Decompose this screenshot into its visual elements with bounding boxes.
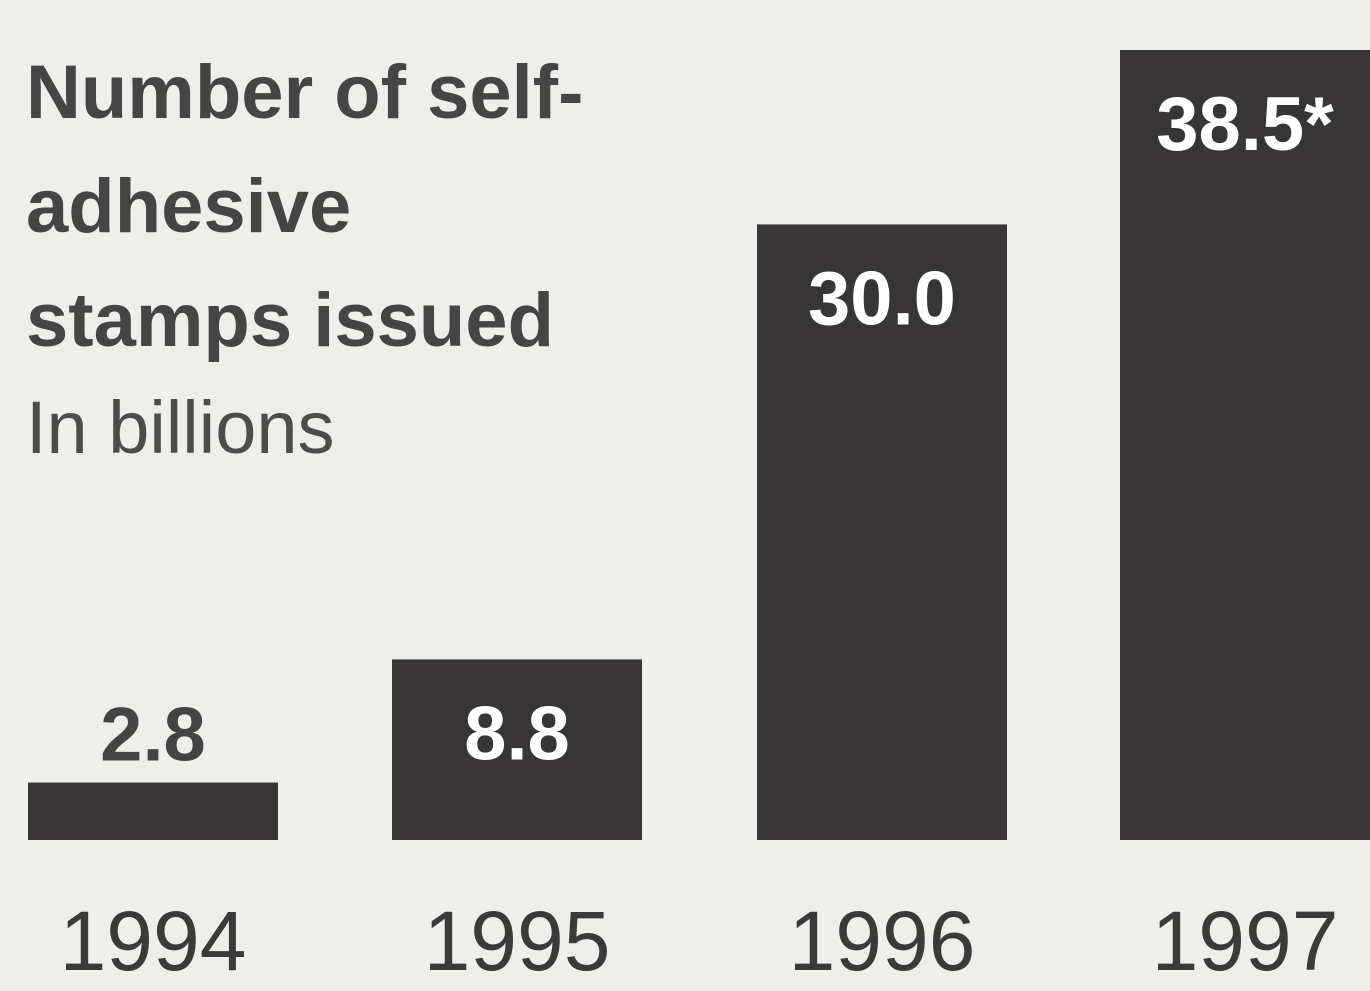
data-label-1994: 2.8: [100, 693, 206, 778]
bar-1996: [757, 224, 1007, 840]
chart-title-line: Number of self-: [26, 50, 584, 135]
x-tick-label-1997: 1997: [1152, 894, 1339, 988]
x-tick-label-1994: 1994: [60, 894, 247, 988]
data-label-1997: 38.5*: [1156, 82, 1334, 167]
bar-1994: [28, 782, 278, 840]
chart-title: Number of self- adhesive stamps issued: [26, 36, 726, 378]
data-label-1995: 8.8: [464, 691, 570, 776]
chart-title-line: stamps issued: [26, 278, 554, 363]
x-tick-label-1995: 1995: [424, 894, 611, 988]
x-tick-label-1996: 1996: [789, 894, 976, 988]
chart-title-line: adhesive: [26, 164, 352, 249]
chart-subtitle: In billions: [26, 386, 335, 469]
bar-1997: [1120, 50, 1370, 840]
bar-1995: [392, 659, 642, 840]
data-label-1996: 30.0: [808, 256, 956, 341]
